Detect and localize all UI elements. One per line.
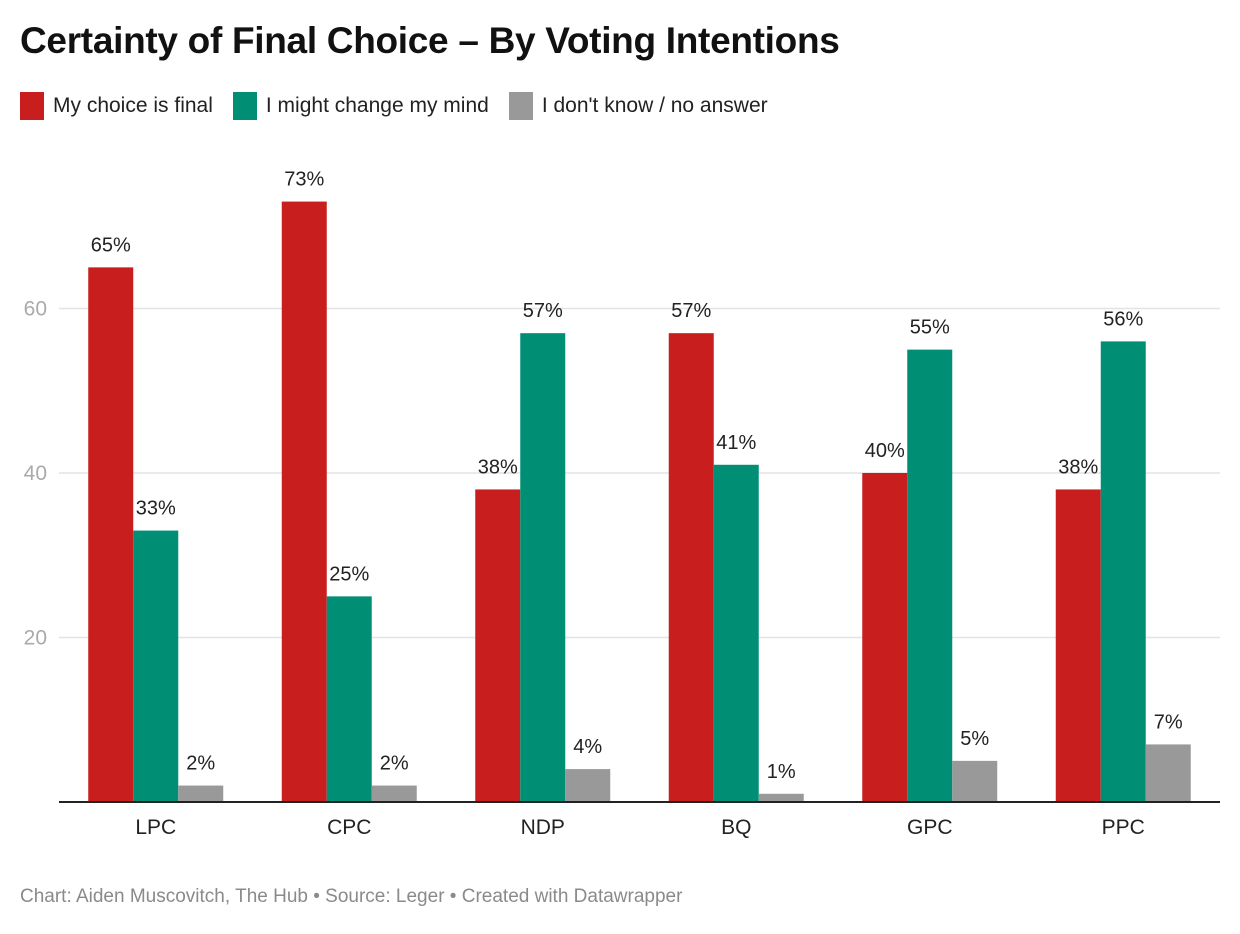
legend-swatch-final: [20, 92, 44, 120]
x-tick-label: NDP: [521, 816, 565, 839]
bar-gpc-2: [952, 760, 998, 802]
bar-cpc-0: [281, 201, 327, 802]
bar-gpc-0: [862, 473, 908, 802]
bar-ndp-1: [520, 333, 566, 802]
bar-lpc-2: [178, 785, 224, 802]
data-label: 2%: [380, 753, 409, 775]
y-tick-label: 20: [24, 627, 47, 650]
bar-bq-2: [758, 793, 804, 802]
bar-lpc-0: [88, 267, 134, 802]
legend: My choice is final I might change my min…: [20, 92, 788, 120]
bar-ppc-1: [1100, 341, 1146, 802]
bar-ppc-2: [1145, 744, 1191, 802]
bar-cpc-2: [371, 785, 417, 802]
data-label: 4%: [573, 736, 602, 758]
data-label: 5%: [960, 728, 989, 750]
data-label: 40%: [865, 440, 905, 462]
bar-bq-0: [668, 333, 714, 802]
chart-title: Certainty of Final Choice – By Voting In…: [20, 20, 840, 61]
data-label: 73%: [284, 169, 324, 191]
data-label: 38%: [478, 456, 518, 478]
data-label: 38%: [1058, 456, 1098, 478]
data-label: 56%: [1103, 308, 1143, 330]
x-tick-label: LPC: [135, 816, 176, 839]
x-tick-label: PPC: [1102, 816, 1145, 839]
x-tick-label: GPC: [907, 816, 953, 839]
legend-item-dontknow: I don't know / no answer: [508, 92, 768, 120]
bar-ndp-0: [475, 489, 521, 802]
bar-ndp-2: [565, 769, 611, 802]
bar-gpc-1: [907, 349, 953, 802]
x-tick-label: BQ: [721, 816, 751, 839]
bar-cpc-1: [326, 596, 372, 802]
legend-label-final: My choice is final: [53, 94, 213, 117]
data-label: 55%: [910, 317, 950, 339]
data-label: 25%: [329, 563, 369, 585]
legend-item-change: I might change my mind: [232, 92, 489, 120]
data-label: 57%: [671, 300, 711, 322]
legend-swatch-change: [232, 92, 257, 120]
legend-item-final: My choice is final: [20, 92, 213, 120]
legend-label-change: I might change my mind: [265, 94, 489, 117]
data-label: 1%: [767, 761, 796, 783]
data-label: 7%: [1154, 711, 1183, 733]
data-label: 33%: [136, 498, 176, 520]
data-label: 2%: [186, 753, 215, 775]
y-tick-label: 60: [24, 298, 47, 321]
bar-bq-1: [713, 464, 759, 802]
chart-footer: Chart: Aiden Muscovitch, The Hub • Sourc…: [20, 886, 683, 907]
data-label: 41%: [716, 432, 756, 454]
data-label: 57%: [523, 300, 563, 322]
bar-lpc-1: [133, 530, 179, 802]
legend-label-dontknow: I don't know / no answer: [541, 94, 768, 117]
y-tick-label: 40: [24, 462, 47, 485]
x-tick-label: CPC: [327, 816, 371, 839]
bar-ppc-0: [1055, 489, 1101, 802]
data-label: 65%: [91, 234, 131, 256]
legend-swatch-dontknow: [508, 92, 533, 120]
